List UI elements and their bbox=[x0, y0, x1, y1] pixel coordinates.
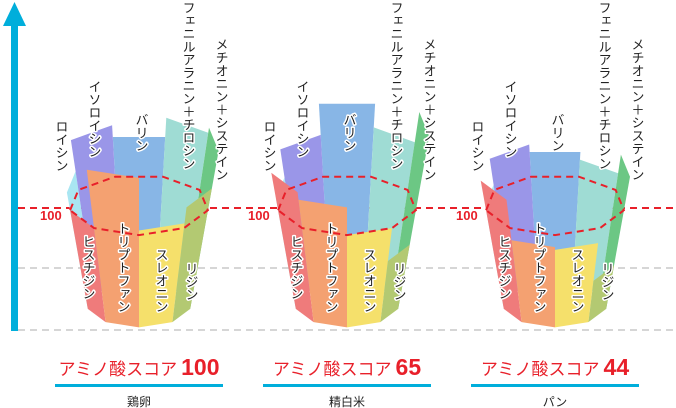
caption-0: アミノ酸スコア 100 鶏卵 bbox=[54, 356, 224, 408]
stave-threonine bbox=[555, 243, 599, 328]
score-prefix: アミノ酸スコア bbox=[480, 360, 600, 380]
amino-acid-score: アミノ酸スコア 65 bbox=[262, 356, 432, 381]
label-methionine_cysteine: メチオニン＋システイン bbox=[629, 38, 644, 181]
stave-lysine bbox=[380, 244, 410, 323]
ring-100 bbox=[484, 175, 626, 237]
label-valine: バリン bbox=[549, 113, 565, 152]
score-prefix: アミノ酸スコア bbox=[272, 360, 392, 380]
label-isoleucine: イソロイシン bbox=[294, 80, 309, 158]
label-tryptophan: トリプトファン bbox=[115, 222, 130, 313]
ring-100-label: 100 bbox=[456, 208, 478, 223]
score-prefix: アミノ酸スコア bbox=[58, 360, 178, 380]
stave-lysine bbox=[172, 188, 212, 323]
label-methionine_cysteine: メチオニン＋システイン bbox=[213, 38, 228, 181]
score-value: 44 bbox=[603, 354, 630, 380]
label-phenylalanine_tyrosine: フェニルアラニン＋チロシン bbox=[596, 1, 611, 170]
axis-arrow-icon bbox=[3, 2, 26, 26]
stave-threonine bbox=[139, 223, 185, 328]
label-threonine: スレオニン bbox=[569, 248, 584, 313]
score-underline bbox=[55, 384, 223, 387]
stave-histidine bbox=[70, 210, 106, 323]
label-threonine: スレオニン bbox=[153, 248, 168, 313]
label-lysine: リジン bbox=[183, 262, 198, 301]
ring-100-label: 100 bbox=[40, 208, 62, 223]
stave-tryptophan bbox=[298, 199, 347, 328]
label-leucine: ロイシン bbox=[53, 120, 68, 172]
stave-histidine bbox=[480, 180, 522, 323]
label-valine: バリン bbox=[341, 113, 357, 152]
amino-acid-score: アミノ酸スコア 100 bbox=[54, 356, 224, 381]
score-value: 100 bbox=[181, 354, 220, 380]
label-tryptophan: トリプトファン bbox=[323, 222, 338, 313]
food-name: 精白米 bbox=[328, 395, 365, 408]
label-histidine: ヒスチジン bbox=[288, 235, 303, 300]
score-underline bbox=[471, 384, 639, 387]
label-phenylalanine_tyrosine: フェニルアラニン＋チロシン bbox=[180, 1, 195, 170]
food-name: 鶏卵 bbox=[126, 395, 151, 408]
ring-100-label: 100 bbox=[248, 208, 270, 223]
label-phenylalanine_tyrosine: フェニルアラニン＋チロシン bbox=[388, 1, 403, 170]
vertical-axis bbox=[3, 2, 26, 331]
stave-histidine bbox=[271, 172, 314, 323]
label-valine: バリン bbox=[133, 113, 149, 152]
label-tryptophan: トリプトファン bbox=[531, 222, 546, 313]
food-name: パン bbox=[542, 395, 568, 408]
label-isoleucine: イソロイシン bbox=[502, 80, 517, 158]
label-leucine: ロイシン bbox=[469, 120, 484, 172]
amino-acid-score: アミノ酸スコア 44 bbox=[470, 356, 640, 381]
stave-tryptophan bbox=[511, 240, 555, 328]
label-methionine_cysteine: メチオニン＋システイン bbox=[421, 38, 436, 181]
ring-100 bbox=[276, 175, 418, 237]
label-lysine: リジン bbox=[391, 262, 406, 301]
score-underline bbox=[263, 384, 431, 387]
stave-threonine bbox=[347, 228, 392, 328]
label-histidine: ヒスチジン bbox=[80, 235, 95, 300]
ring-100 bbox=[68, 175, 210, 237]
label-threonine: スレオニン bbox=[361, 248, 376, 313]
caption-1: アミノ酸スコア 65 精白米 bbox=[262, 356, 432, 408]
label-lysine: リジン bbox=[599, 262, 614, 301]
axis-line bbox=[11, 22, 18, 331]
label-histidine: ヒスチジン bbox=[496, 235, 511, 300]
stave-tryptophan bbox=[86, 169, 139, 328]
caption-2: アミノ酸スコア 44 パン bbox=[470, 356, 640, 408]
label-isoleucine: イソロイシン bbox=[86, 80, 101, 158]
label-leucine: ロイシン bbox=[261, 120, 276, 172]
score-value: 65 bbox=[395, 354, 422, 380]
stave-lysine bbox=[588, 265, 614, 323]
